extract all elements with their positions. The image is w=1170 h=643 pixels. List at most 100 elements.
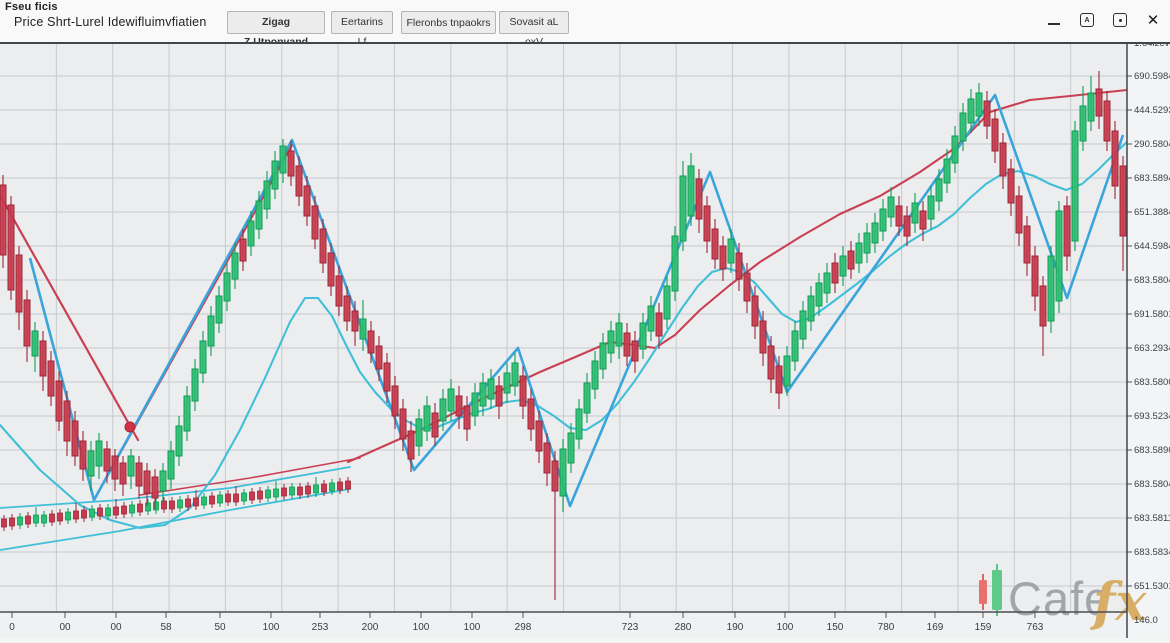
candle [367, 330, 375, 354]
watermark-red-candle [979, 580, 987, 604]
bottom-axis-label: 100 [413, 622, 430, 633]
mini-candle [321, 483, 327, 493]
candle [143, 470, 151, 494]
mini-candle [289, 486, 295, 496]
candle [1023, 225, 1031, 264]
candle [247, 220, 255, 247]
candle [167, 450, 175, 480]
price-chart[interactable]: Cafefx1.64lzevn690.5984444.5293290.58046… [0, 38, 1170, 638]
bottom-axis-label: 150 [827, 622, 844, 633]
candle [543, 442, 551, 474]
bottom-axis-label: 190 [727, 622, 744, 633]
right-axis-label: 683.5890 [1134, 445, 1170, 456]
candle [439, 398, 447, 422]
toolbar-button-3[interactable]: Fleronbs tnpaokrs [401, 11, 496, 34]
mini-channel-upper-line [0, 466, 351, 509]
candle [343, 295, 351, 322]
candle [151, 476, 159, 499]
mini-candle [337, 481, 343, 491]
candle [567, 432, 575, 464]
candle [791, 330, 799, 362]
candle [1095, 88, 1103, 117]
candle [1015, 195, 1023, 234]
right-axis-label: 444.5293 [1134, 105, 1170, 116]
toolbar-button-2[interactable]: Eertarins Lf [331, 11, 393, 48]
candle [807, 295, 815, 322]
restore-button[interactable]: A [1078, 9, 1096, 31]
candle [1079, 105, 1087, 142]
close-button[interactable]: ✕ [1144, 9, 1162, 31]
candle [335, 275, 343, 307]
candle [759, 320, 767, 354]
candle [959, 112, 967, 142]
mini-candle [41, 514, 47, 524]
candle [647, 305, 655, 332]
bottom-axis-label: 200 [362, 622, 379, 633]
candle [87, 450, 95, 477]
toolbar-button-4[interactable]: Sovasit aL oxV [499, 11, 569, 48]
candle [631, 340, 639, 362]
candle [415, 418, 423, 447]
candle [175, 425, 183, 457]
blue-zigzag-line [28, 93, 1125, 508]
mini-candle [121, 505, 127, 515]
mini-candle [9, 517, 15, 527]
maximize-button[interactable] [1111, 9, 1129, 31]
window-controls: A ✕ [1045, 7, 1162, 33]
watermark-green-candle [992, 570, 1002, 610]
cyan-ma-line [0, 140, 1129, 530]
mini-candle [225, 493, 231, 503]
right-axis-label: 690.5984 [1134, 71, 1170, 82]
right-axis-label: 651.3884 [1134, 207, 1170, 218]
right-axis-label: 663.2934 [1134, 343, 1170, 354]
candle [1031, 255, 1039, 297]
mini-candle [105, 507, 111, 517]
candle [615, 322, 623, 347]
candle [1007, 168, 1015, 204]
watermark-accent: fx [1089, 572, 1147, 633]
mini-candle [177, 499, 183, 509]
candle [527, 398, 535, 430]
mini-candle [329, 482, 335, 492]
candle [823, 272, 831, 294]
mini-candle [97, 507, 103, 517]
candle [687, 165, 695, 217]
candle [535, 420, 543, 452]
candle [271, 160, 279, 190]
candle [239, 238, 247, 262]
bottom-axis-label: 280 [675, 622, 692, 633]
chart-canvas[interactable]: Cafefx1.64lzevn690.5984444.5293290.58046… [0, 38, 1170, 638]
candle [63, 400, 71, 442]
candle [159, 470, 167, 492]
candle [375, 345, 383, 370]
mini-candle [217, 494, 223, 504]
candle [847, 250, 855, 270]
candle [671, 235, 679, 292]
bottom-axis-label: 0 [9, 622, 15, 633]
mini-candle [257, 490, 263, 500]
mini-candle [33, 514, 39, 524]
minimize-button[interactable] [1045, 9, 1063, 31]
candle [1087, 92, 1095, 122]
candle [455, 395, 463, 417]
bottom-axis-label: 253 [312, 622, 329, 633]
mini-candle [297, 486, 303, 496]
candle [127, 455, 135, 477]
candle [703, 205, 711, 242]
candle [551, 460, 559, 492]
candle [199, 340, 207, 374]
bottom-axis-label: 100 [263, 622, 280, 633]
zigzag-cross-marker [124, 421, 136, 433]
candle [919, 210, 927, 230]
candle [263, 180, 271, 210]
mini-candle [17, 516, 23, 526]
zigzag-uptrend-button[interactable]: Zigag Z.Utponvand [227, 11, 325, 48]
candle [863, 232, 871, 254]
candle [775, 365, 783, 394]
mini-candle [161, 500, 167, 510]
candle [951, 135, 959, 164]
candle [423, 405, 431, 432]
mini-red-line-line [139, 457, 361, 496]
candle [55, 380, 63, 422]
bottom-axis-label: 100 [464, 622, 481, 633]
